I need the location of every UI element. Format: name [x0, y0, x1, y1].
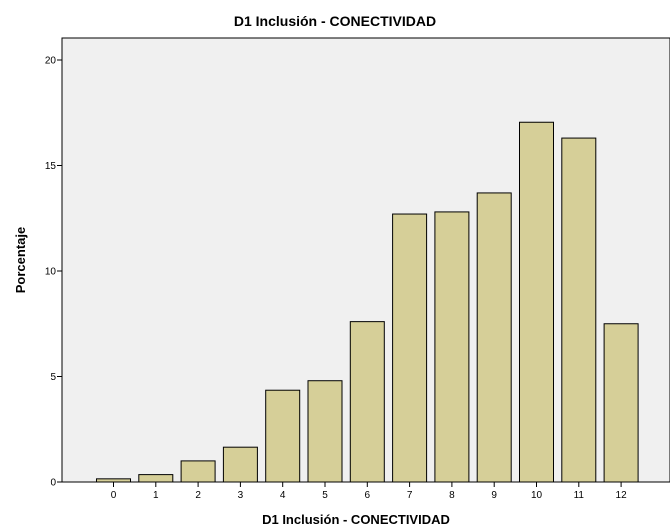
bar-12 [603, 323, 639, 483]
bar-1 [138, 474, 174, 483]
x-tick-label: 6 [365, 490, 371, 501]
bar-0 [96, 478, 131, 483]
x-axis-label: D1 Inclusión - CONECTIVIDAD [262, 512, 450, 527]
bar-6 [349, 321, 385, 483]
y-axis: 0 5 10 15 20 [45, 56, 62, 489]
x-tick-label: 4 [280, 490, 286, 501]
x-tick-label: 8 [449, 490, 455, 501]
bar-7 [392, 213, 428, 483]
x-axis: 0 1 2 3 4 5 6 7 8 9 10 11 12 [111, 482, 627, 501]
y-axis-label: Porcentaje [13, 227, 28, 293]
x-tick-label: 2 [195, 490, 201, 501]
bar-3 [222, 446, 258, 483]
y-tick-label: 5 [50, 372, 56, 383]
x-tick-label: 3 [238, 490, 244, 501]
x-tick-label: 1 [153, 490, 159, 501]
chart-title: D1 Inclusión - CONECTIVIDAD [234, 13, 436, 29]
bar-10 [519, 121, 554, 483]
bar-9 [476, 192, 512, 483]
x-tick-label: 0 [111, 490, 117, 501]
bar-11 [561, 137, 597, 483]
y-tick-label: 10 [45, 267, 57, 278]
y-tick-label: 0 [50, 478, 56, 489]
bar-5 [307, 380, 343, 483]
bar-2 [180, 460, 216, 483]
x-tick-label: 11 [574, 490, 585, 501]
x-tick-label: 7 [407, 490, 413, 501]
bar-8 [434, 211, 470, 483]
bars [96, 121, 639, 483]
y-tick-label: 15 [45, 161, 57, 172]
x-tick-label: 5 [322, 490, 328, 501]
y-tick-label: 20 [45, 56, 57, 67]
bar-4 [265, 389, 301, 483]
x-tick-label: 10 [531, 490, 543, 501]
x-tick-label: 9 [491, 490, 497, 501]
x-tick-label: 12 [616, 490, 628, 501]
